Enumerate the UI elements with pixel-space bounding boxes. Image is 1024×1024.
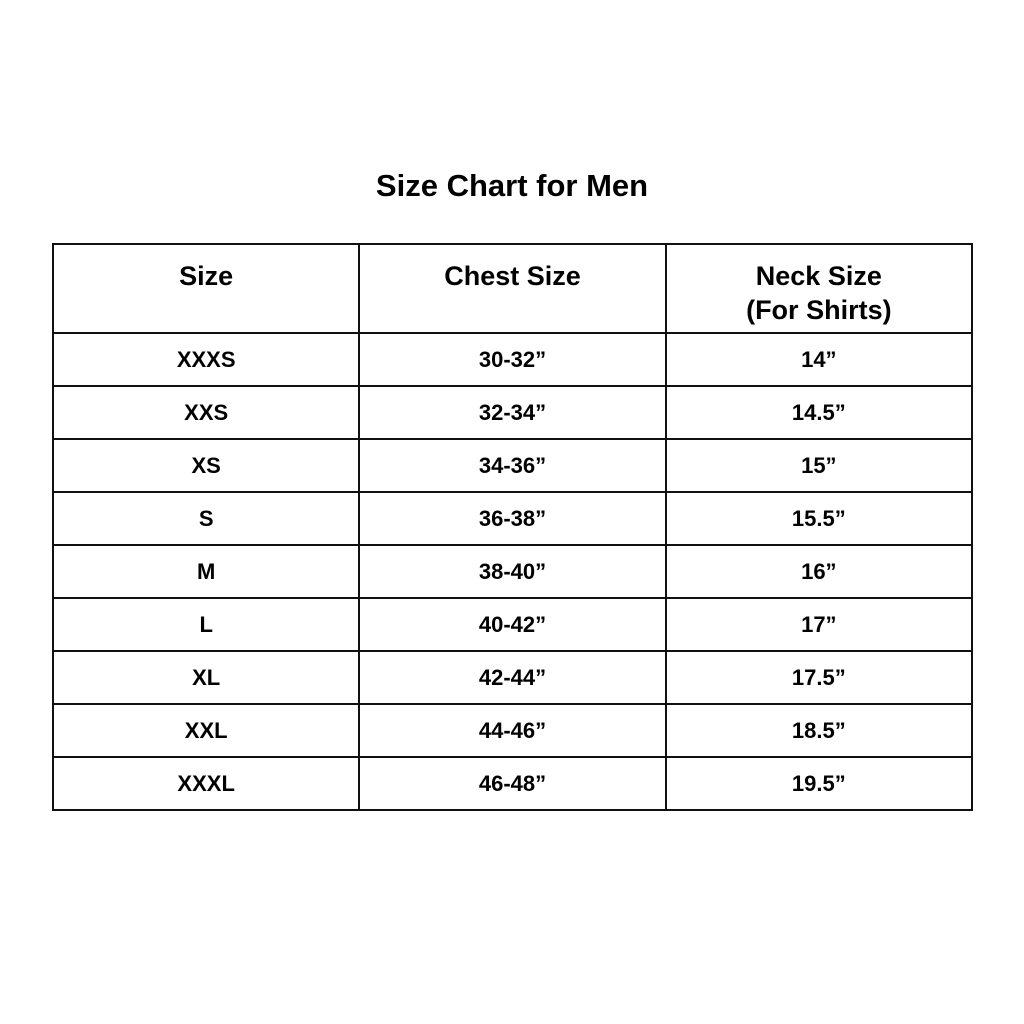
neck-size-cell: 17.5” <box>664 650 974 705</box>
size-cell: S <box>51 491 361 546</box>
neck-size-cell: 16” <box>664 544 974 599</box>
header-neck-size: Neck Size (For Shirts) <box>664 243 974 334</box>
chest-size-cell: 34-36” <box>358 438 667 493</box>
neck-size-cell: 15.5” <box>664 491 974 546</box>
header-label: Neck Size <box>755 261 882 291</box>
size-cell: L <box>51 597 361 652</box>
table-row: XS 34-36” 15” <box>51 438 974 493</box>
size-cell: XS <box>51 438 361 493</box>
table-row: XXXL 46-48” 19.5” <box>51 756 974 811</box>
header-chest-size: Chest Size <box>358 243 667 334</box>
table-row: XXS 32-34” 14.5” <box>51 385 974 440</box>
chest-size-cell: 44-46” <box>358 703 667 758</box>
size-cell: XXL <box>51 703 361 758</box>
table-row: M 38-40” 16” <box>51 544 974 599</box>
chest-size-cell: 46-48” <box>358 756 667 811</box>
header-size: Size <box>51 243 361 334</box>
header-row: Size Chest Size Neck Size (For Shirts) <box>51 243 974 334</box>
table-row: XXXS 30-32” 14” <box>51 332 974 387</box>
header-label: Chest Size <box>444 261 581 291</box>
size-cell: XL <box>51 650 361 705</box>
table-row: XXL 44-46” 18.5” <box>51 703 974 758</box>
neck-size-cell: 15” <box>664 438 974 493</box>
header-sublabel: (For Shirts) <box>746 295 892 325</box>
size-cell: XXXL <box>51 756 361 811</box>
table-row: S 36-38” 15.5” <box>51 491 974 546</box>
neck-size-cell: 18.5” <box>664 703 974 758</box>
table-row: XL 42-44” 17.5” <box>51 650 974 705</box>
page-title: Size Chart for Men <box>375 168 649 203</box>
size-chart-table: Size Chest Size Neck Size (For Shirts) XX… <box>51 243 974 811</box>
chest-size-cell: 30-32” <box>358 332 667 387</box>
chest-size-cell: 38-40” <box>358 544 667 599</box>
neck-size-cell: 19.5” <box>664 756 974 811</box>
neck-size-cell: 17” <box>664 597 974 652</box>
size-cell: XXS <box>51 385 361 440</box>
chest-size-cell: 40-42” <box>358 597 667 652</box>
header-label: Size <box>179 261 234 291</box>
table-row: L 40-42” 17” <box>51 597 974 652</box>
neck-size-cell: 14.5” <box>664 385 974 440</box>
chest-size-cell: 42-44” <box>358 650 667 705</box>
chest-size-cell: 36-38” <box>358 491 667 546</box>
neck-size-cell: 14” <box>664 332 974 387</box>
chest-size-cell: 32-34” <box>358 385 667 440</box>
size-cell: M <box>51 544 361 599</box>
size-cell: XXXS <box>51 332 361 387</box>
